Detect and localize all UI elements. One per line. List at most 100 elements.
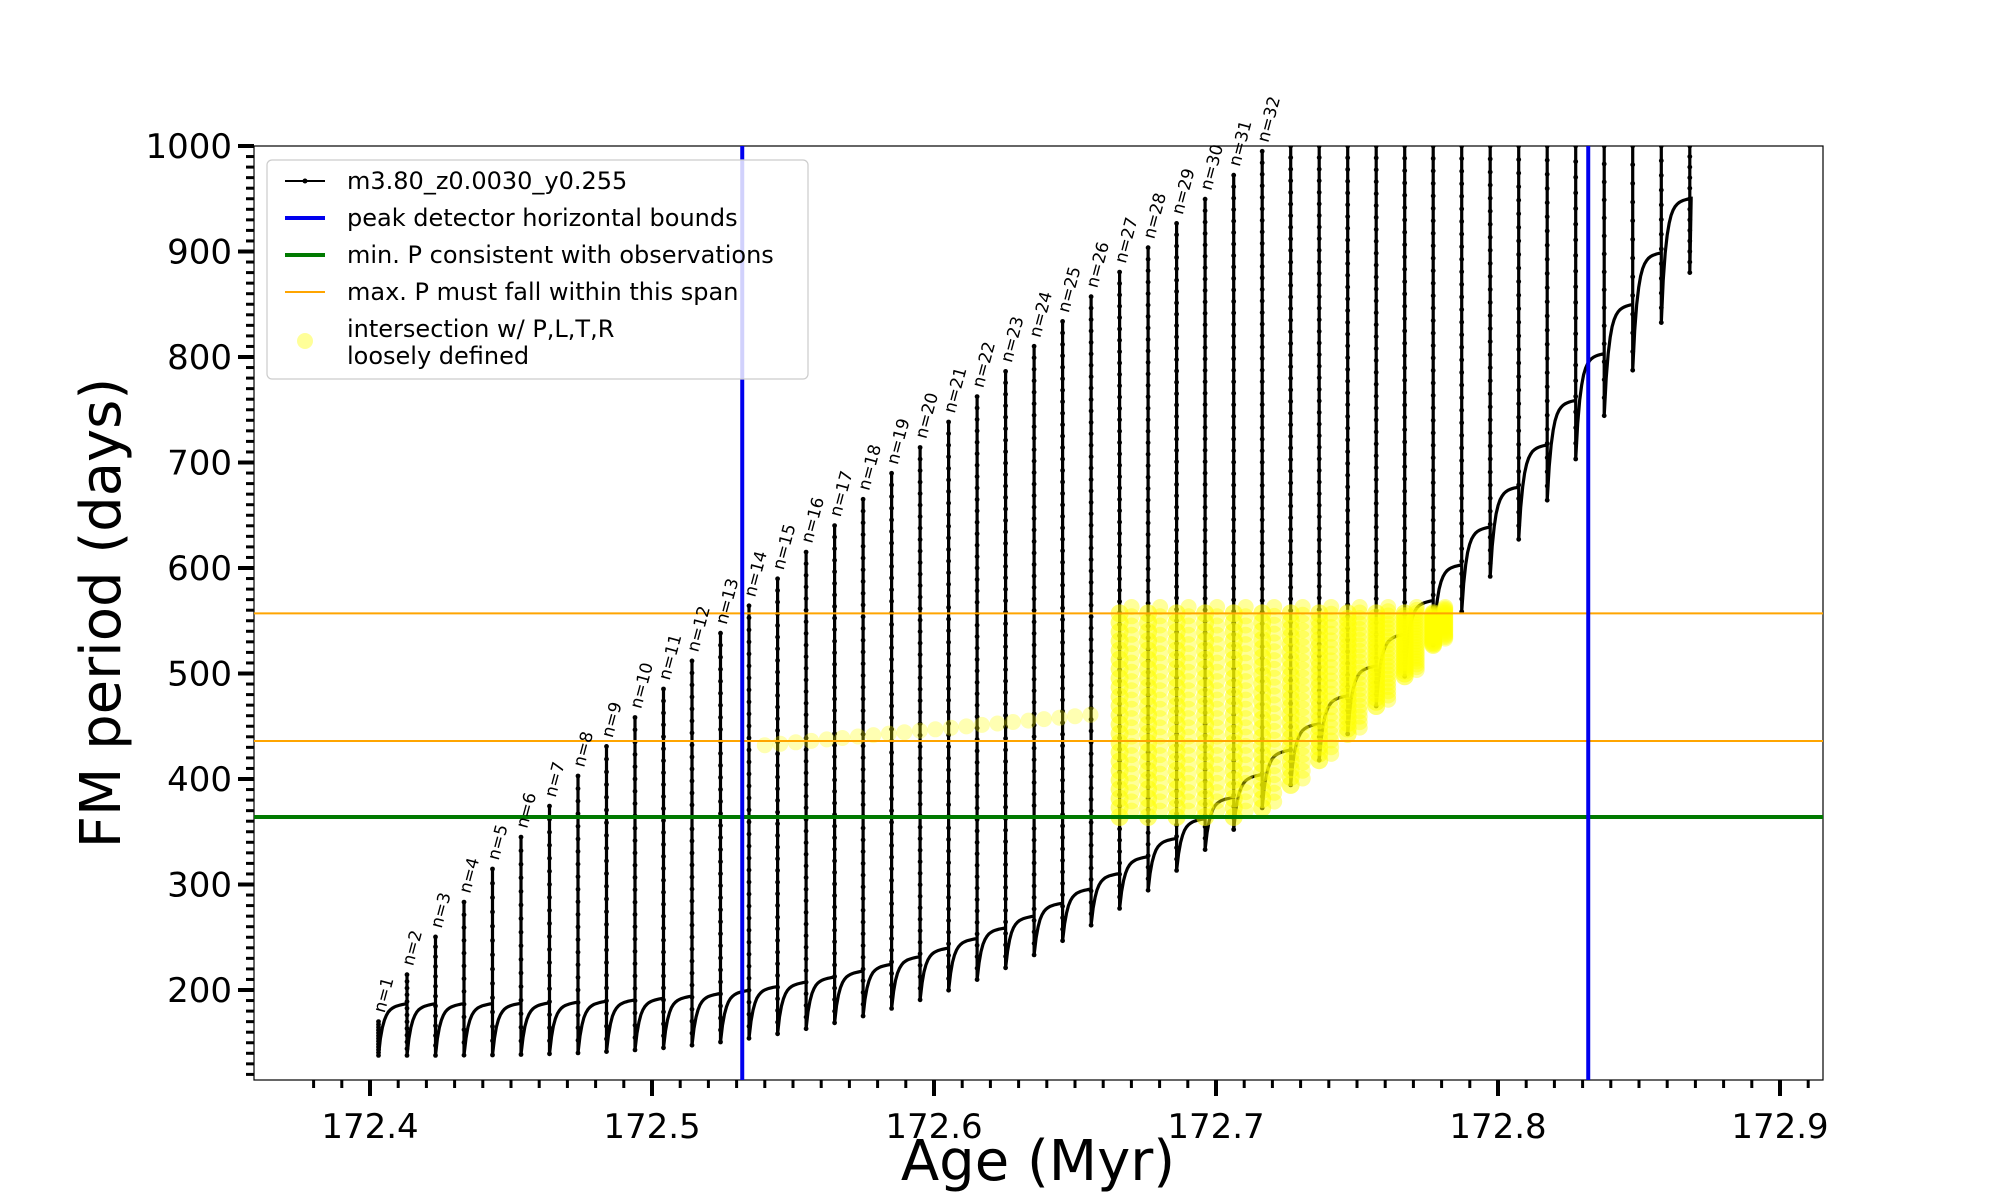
series-marker — [746, 915, 752, 921]
series-marker — [832, 800, 837, 806]
series-marker — [832, 1020, 837, 1026]
series-marker — [1430, 393, 1436, 398]
series-marker — [575, 1012, 581, 1018]
series-marker — [1088, 854, 1094, 860]
series-marker — [1487, 391, 1493, 397]
series-marker — [1544, 228, 1550, 234]
series-marker — [718, 835, 723, 840]
series-marker — [1316, 514, 1322, 520]
series-marker — [1601, 359, 1607, 365]
series-marker — [1231, 333, 1237, 339]
series-marker — [889, 866, 894, 872]
series-marker — [1345, 472, 1351, 478]
series-marker — [1231, 597, 1237, 603]
series-marker — [775, 716, 780, 722]
series-marker — [974, 508, 980, 514]
series-marker — [1259, 344, 1265, 350]
series-marker — [860, 755, 866, 761]
series-marker — [1060, 708, 1065, 714]
series-marker — [889, 587, 894, 593]
series-marker — [1259, 321, 1265, 327]
series-marker — [1459, 231, 1465, 237]
series-marker — [832, 731, 837, 737]
series-marker — [803, 956, 809, 962]
series-marker — [1202, 527, 1208, 533]
series-marker — [1088, 557, 1094, 562]
series-marker — [1031, 527, 1037, 533]
x-tick-label: 172.6 — [885, 1107, 982, 1147]
series-marker — [1630, 237, 1636, 242]
series-marker — [689, 802, 695, 808]
series-marker — [1060, 674, 1065, 680]
series-marker — [1031, 676, 1037, 682]
series-marker — [775, 973, 780, 978]
series-marker — [917, 870, 923, 876]
series-marker — [1060, 422, 1065, 428]
series-marker — [1003, 919, 1008, 925]
series-marker — [1202, 425, 1208, 430]
series-marker — [775, 961, 780, 967]
series-marker — [974, 599, 980, 605]
series-marker — [1373, 524, 1379, 530]
series-marker — [1202, 516, 1208, 522]
series-marker — [1430, 530, 1436, 535]
series-marker — [775, 704, 780, 710]
series-marker — [1345, 296, 1351, 302]
series-marker — [1031, 355, 1037, 361]
series-marker — [689, 958, 695, 964]
series-marker — [1516, 333, 1522, 339]
series-marker — [832, 534, 837, 540]
series-marker — [1060, 754, 1065, 760]
series-marker — [1117, 565, 1122, 570]
series-marker — [1288, 213, 1294, 219]
series-marker — [1117, 269, 1122, 275]
series-marker — [661, 866, 666, 871]
series-marker — [1060, 720, 1065, 726]
series-marker — [860, 684, 866, 690]
series-marker — [1373, 393, 1379, 399]
series-marker — [1345, 261, 1351, 266]
series-marker — [1544, 299, 1550, 305]
series-marker — [746, 999, 752, 1005]
series-marker — [604, 998, 609, 1004]
series-marker — [518, 875, 524, 881]
series-marker — [1316, 537, 1322, 543]
series-marker — [1288, 306, 1294, 311]
series-marker — [1487, 469, 1493, 475]
series-marker — [775, 821, 780, 827]
series-marker — [1088, 637, 1094, 642]
series-marker — [518, 861, 524, 867]
series-marker — [604, 922, 609, 927]
series-marker — [461, 1052, 467, 1058]
y-tick-label: 400 — [167, 760, 232, 800]
series-marker — [860, 649, 866, 655]
series-marker — [1544, 285, 1550, 291]
series-marker — [917, 686, 923, 692]
series-marker — [1516, 428, 1522, 434]
series-marker — [746, 795, 752, 801]
series-marker — [1202, 276, 1208, 282]
series-marker — [718, 919, 723, 925]
series-marker — [974, 497, 980, 502]
series-marker — [1516, 455, 1522, 461]
series-marker — [1202, 413, 1208, 419]
legend-box — [266, 159, 809, 380]
series-marker — [1658, 146, 1664, 149]
series-marker — [1031, 562, 1037, 567]
series-marker — [832, 777, 837, 783]
series-marker — [1402, 229, 1408, 235]
series-marker — [1088, 454, 1094, 460]
series-marker — [1487, 156, 1493, 162]
series-marker — [1117, 826, 1122, 832]
series-marker — [1487, 352, 1493, 358]
series-marker — [1060, 846, 1065, 852]
series-marker — [889, 819, 894, 825]
series-marker — [1259, 459, 1265, 465]
series-marker — [1373, 146, 1379, 149]
series-marker — [1088, 340, 1094, 345]
series-marker — [1117, 485, 1122, 491]
series-marker — [661, 770, 666, 776]
series-marker — [604, 960, 609, 965]
series-marker — [1544, 370, 1550, 376]
series-marker — [661, 1033, 666, 1039]
